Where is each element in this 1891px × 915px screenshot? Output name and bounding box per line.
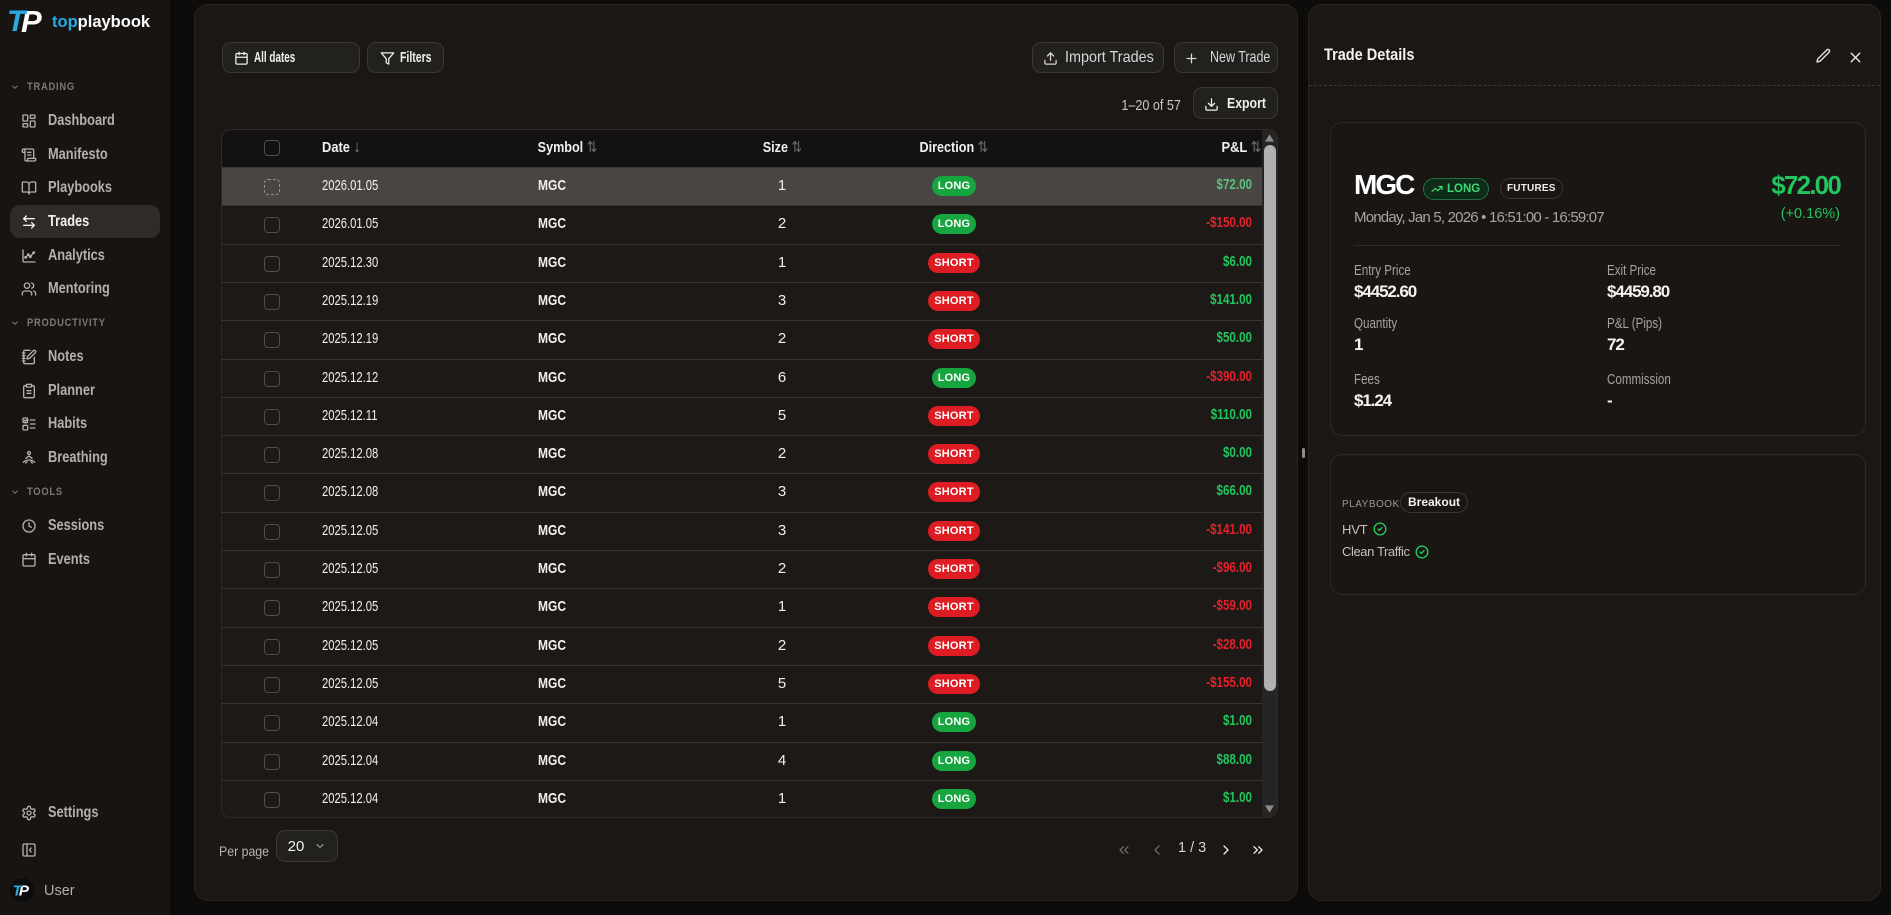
svg-text:P: P: [19, 883, 30, 900]
svg-text:T: T: [9, 5, 28, 35]
svg-text:T: T: [13, 883, 24, 900]
svg-text:P: P: [21, 5, 42, 35]
svg-text:topplaybook: topplaybook: [52, 13, 151, 31]
